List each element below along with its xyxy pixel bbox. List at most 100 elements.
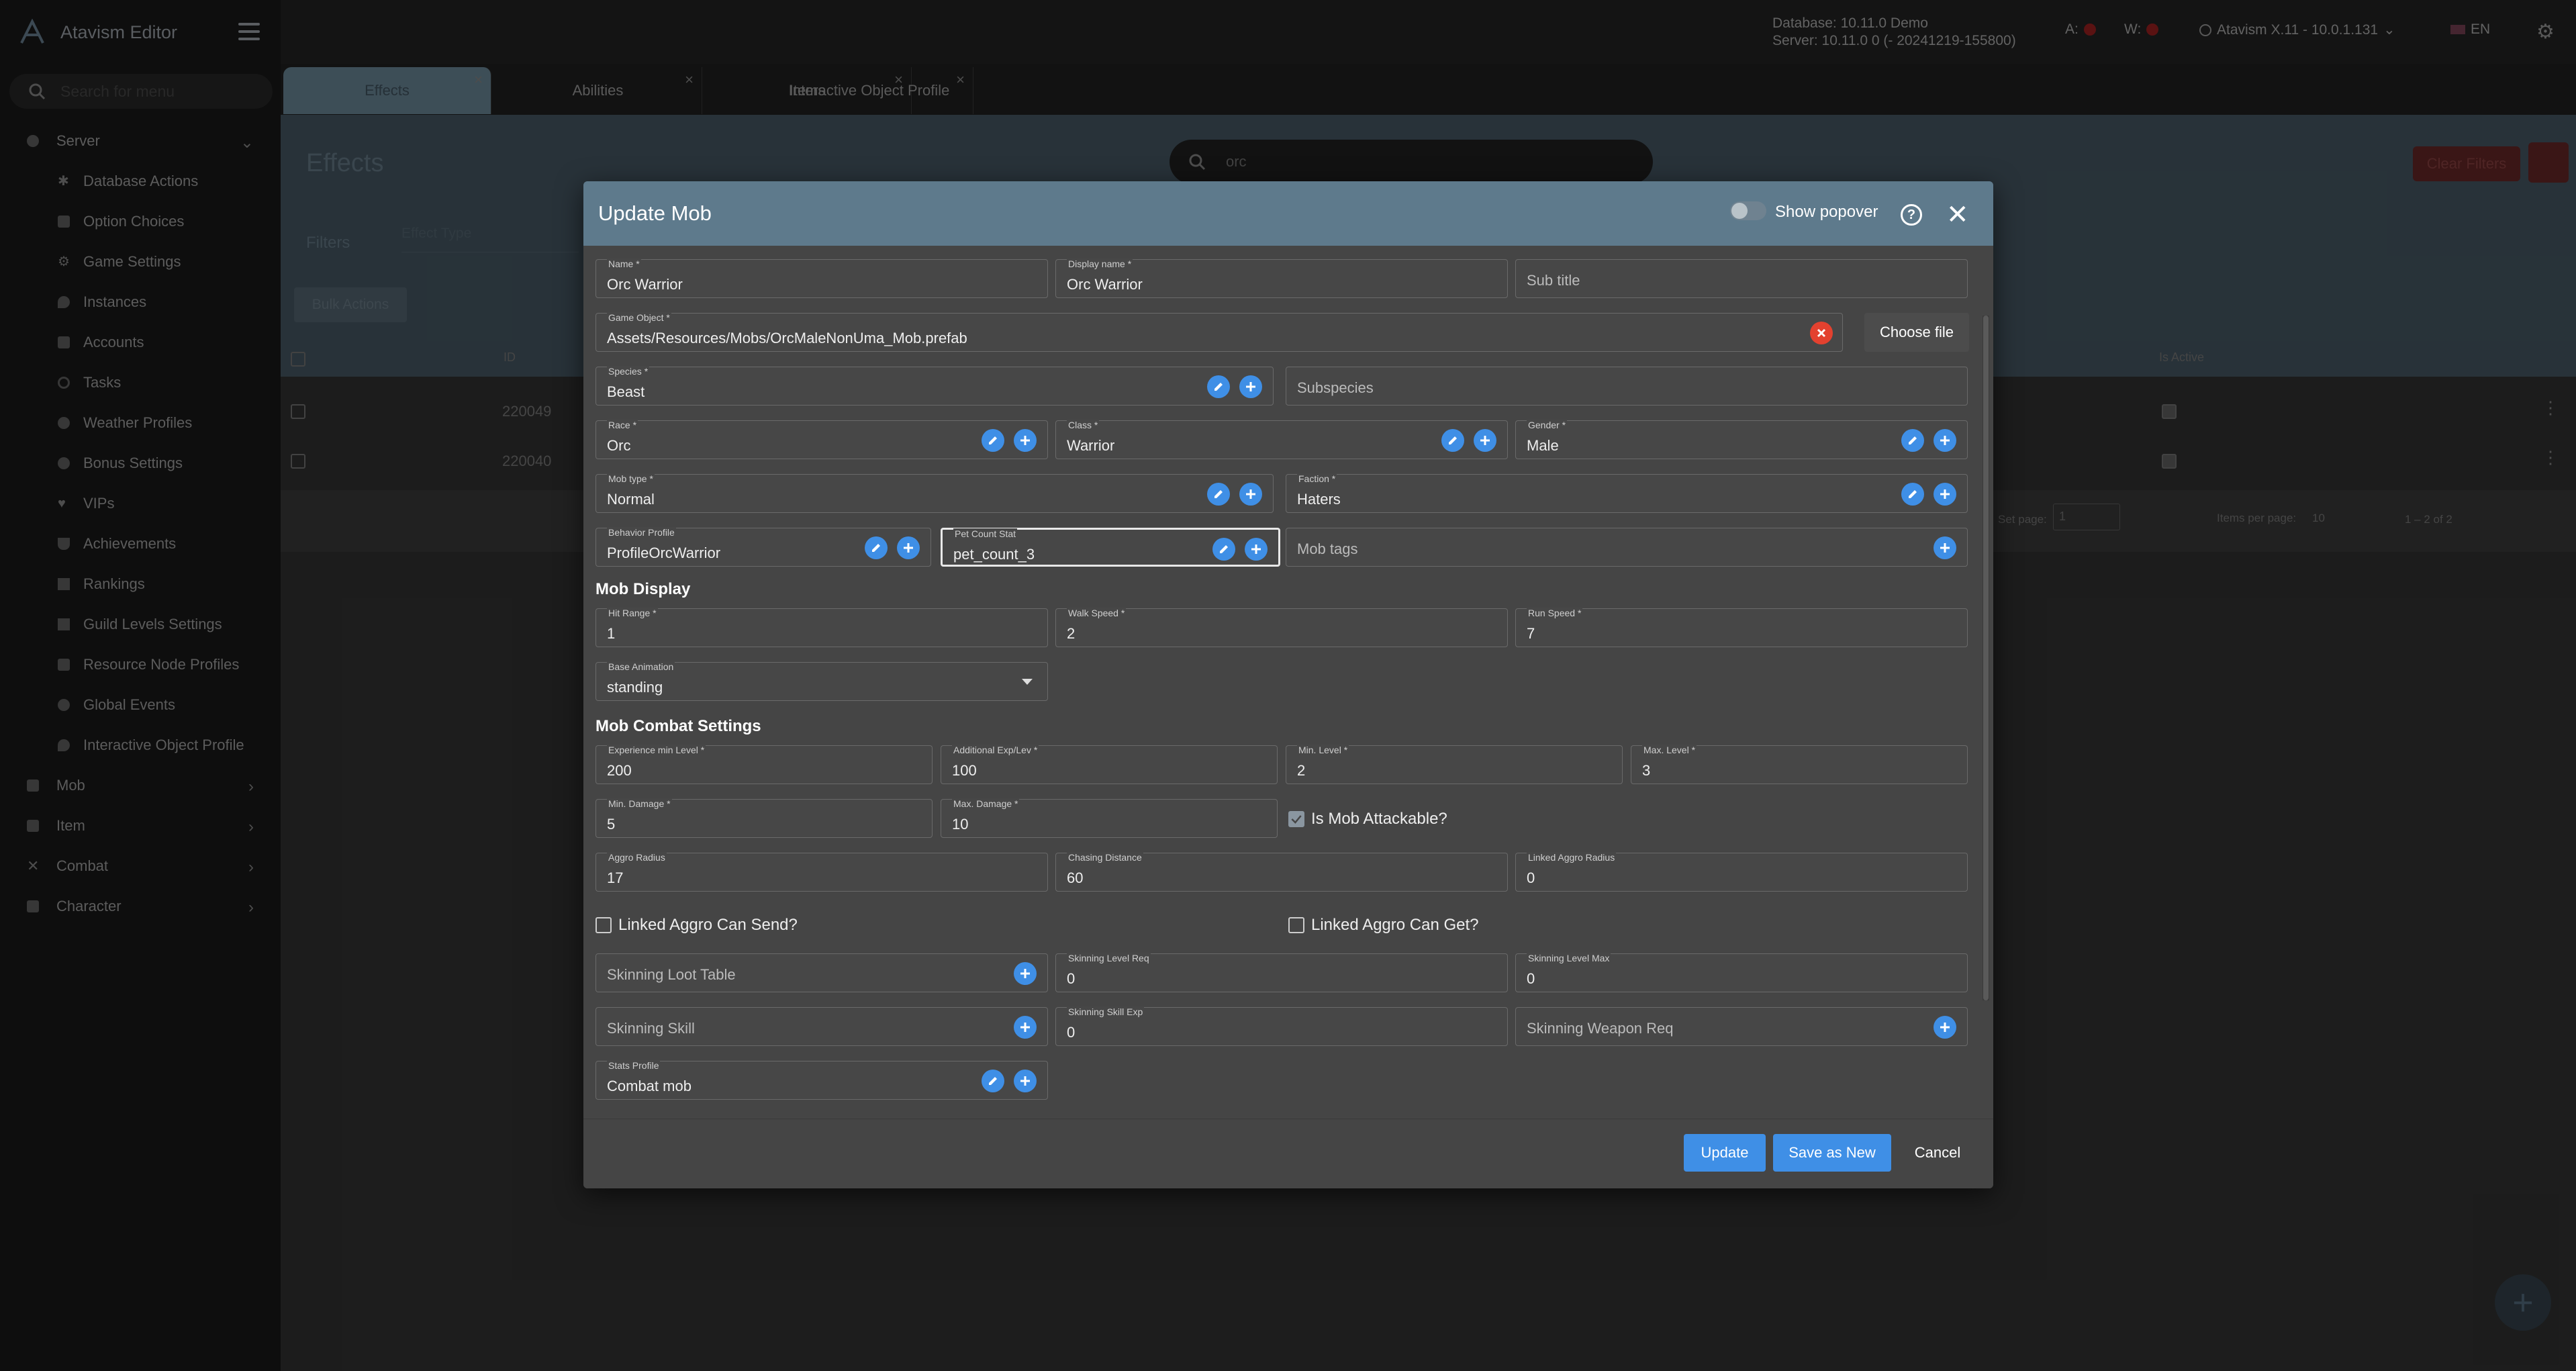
class-field[interactable]: Class * Warrior [1055,420,1508,459]
add-plus-icon[interactable] [1474,429,1496,452]
effects-search-input[interactable]: orc [1170,140,1653,184]
sidebar-item-vips[interactable]: ♥ VIPs [0,483,281,524]
sidebar-item-accounts[interactable]: Accounts [0,322,281,363]
hit-range-field[interactable]: Hit Range * 1 [595,608,1048,647]
display-name-field[interactable]: Display name * Orc Warrior [1055,258,1508,298]
sidebar-item-tasks[interactable]: Tasks [0,363,281,403]
edit-pencil-icon[interactable] [865,536,888,559]
faction-field[interactable]: Faction * Haters [1286,473,1968,513]
additional-exp-field[interactable]: Additional Exp/Lev * 100 [941,745,1278,784]
aggro-radius-field[interactable]: Aggro Radius 17 [595,852,1048,892]
settings-gear-icon[interactable]: ⚙ [2536,21,2555,43]
add-plus-icon[interactable] [1014,962,1037,985]
skinning-weapon-req-field[interactable]: Skinning Weapon Req [1515,1007,1968,1046]
add-plus-icon[interactable] [1934,1016,1956,1039]
linked-aggro-can-get-checkbox[interactable] [1288,917,1304,933]
gender-field[interactable]: Gender * Male [1515,420,1968,459]
sidebar-item-guild-levels[interactable]: Guild Levels Settings [0,604,281,645]
add-plus-icon[interactable] [1934,483,1956,506]
tab-items[interactable]: Items × [704,67,912,114]
sidebar-item-bonus-settings[interactable]: Bonus Settings [0,443,281,483]
close-icon[interactable]: × [474,71,483,88]
edit-pencil-icon[interactable] [1901,483,1924,506]
sidebar-item-global-events[interactable]: Global Events [0,685,281,725]
add-plus-icon[interactable] [1239,375,1262,398]
linked-aggro-can-send-checkbox[interactable] [595,917,612,933]
experience-min-level-field[interactable]: Experience min Level * 200 [595,745,933,784]
edit-pencil-icon[interactable] [982,429,1004,452]
row-checkbox[interactable] [291,454,305,469]
language-menu[interactable]: EN [2450,21,2490,38]
walk-speed-field[interactable]: Walk Speed * 2 [1055,608,1508,647]
game-object-field[interactable]: Game Object * Assets/Resources/Mobs/OrcMa… [595,312,1843,352]
close-icon[interactable]: × [685,71,694,88]
cancel-button[interactable]: Cancel [1914,1144,1961,1161]
sidebar-item-interactive-object-profile[interactable]: Interactive Object Profile [0,725,281,765]
menu-search-input[interactable]: Search for menu [9,74,273,109]
add-plus-icon[interactable] [1014,1070,1037,1092]
max-damage-field[interactable]: Max. Damage * 10 [941,798,1278,838]
is-mob-attackable-checkbox[interactable] [1288,811,1304,827]
linked-aggro-radius-field[interactable]: Linked Aggro Radius 0 [1515,852,1968,892]
close-icon[interactable]: × [956,71,965,88]
behavior-profile-field[interactable]: Behavior Profile ProfileOrcWarrior [595,527,931,567]
subspecies-field[interactable]: Subspecies [1286,367,1968,406]
add-plus-icon[interactable] [1239,483,1262,506]
sidebar-item-server[interactable]: Server ⌄ [0,121,281,161]
add-plus-icon[interactable] [1014,429,1037,452]
sidebar-item-mob[interactable]: Mob › [0,765,281,806]
mob-tags-field[interactable]: Mob tags [1286,528,1968,567]
row-checkbox[interactable] [291,404,305,419]
row-menu-icon[interactable]: ⋮ [2542,397,2559,418]
items-per-page-select[interactable]: 10 [2312,512,2325,524]
sidebar-item-character[interactable]: Character › [0,886,281,927]
skinning-skill-exp-field[interactable]: Skinning Skill Exp 0 [1055,1006,1508,1046]
base-animation-select[interactable]: Base Animation standing [595,661,1048,701]
add-fab-button[interactable]: + [2495,1274,2551,1331]
sidebar-item-game-settings[interactable]: ⚙ Game Settings [0,242,281,282]
stats-profile-field[interactable]: Stats Profile Combat mob [595,1060,1048,1100]
skinning-level-req-field[interactable]: Skinning Level Req 0 [1055,953,1508,992]
show-popover-toggle[interactable] [1730,201,1766,220]
edit-pencil-icon[interactable] [982,1070,1004,1092]
choose-file-button[interactable]: Choose file [1864,313,1969,352]
close-icon[interactable]: × [894,71,903,88]
tab-effects[interactable]: Effects × [283,67,491,114]
add-plus-icon[interactable] [1245,538,1268,561]
save-as-new-button[interactable]: Save as New [1773,1134,1891,1172]
dialog-scrollbar-thumb[interactable] [1983,316,1989,1000]
skinning-level-max-field[interactable]: Skinning Level Max 0 [1515,953,1968,992]
edit-pencil-icon[interactable] [1441,429,1464,452]
min-level-field[interactable]: Min. Level * 2 [1286,745,1623,784]
race-field[interactable]: Race * Orc [595,420,1048,459]
remove-file-icon[interactable] [1810,322,1833,344]
min-damage-field[interactable]: Min. Damage * 5 [595,798,933,838]
add-plus-icon[interactable] [1934,429,1956,452]
update-button[interactable]: Update [1684,1134,1766,1172]
add-plus-icon[interactable] [897,536,920,559]
tab-interactive-object-profile[interactable]: Interactive Object Profile × [765,67,973,114]
menu-toggle-icon[interactable] [238,23,260,40]
skinning-skill-field[interactable]: Skinning Skill [595,1007,1048,1046]
edit-pencil-icon[interactable] [1207,375,1230,398]
skinning-loot-table-field[interactable]: Skinning Loot Table [595,953,1048,992]
select-all-checkbox[interactable] [291,352,305,367]
sidebar-item-option-choices[interactable]: Option Choices [0,201,281,242]
add-plus-icon[interactable] [1934,536,1956,559]
help-icon[interactable]: ? [1901,204,1922,226]
add-plus-icon[interactable] [1014,1016,1037,1039]
bulk-actions-button[interactable]: Bulk Actions [294,287,407,322]
sidebar-item-resource-node-profiles[interactable]: Resource Node Profiles [0,645,281,685]
sidebar-item-database-actions[interactable]: ✱ Database Actions [0,161,281,201]
species-field[interactable]: Species * Beast [595,366,1274,406]
name-field[interactable]: Name * Orc Warrior [595,258,1048,298]
row-menu-icon[interactable]: ⋮ [2542,447,2559,467]
column-header-id[interactable]: ID [504,350,516,364]
edit-pencil-icon[interactable] [1212,538,1235,561]
chasing-distance-field[interactable]: Chasing Distance 60 [1055,852,1508,892]
max-level-field[interactable]: Max. Level * 3 [1631,745,1968,784]
pet-count-stat-field[interactable]: Pet Count Stat pet_count_3 [941,528,1280,567]
sidebar-item-weather-profiles[interactable]: Weather Profiles [0,403,281,443]
brand[interactable]: Atavism Editor [19,19,177,46]
sidebar-item-item[interactable]: Item › [0,806,281,846]
